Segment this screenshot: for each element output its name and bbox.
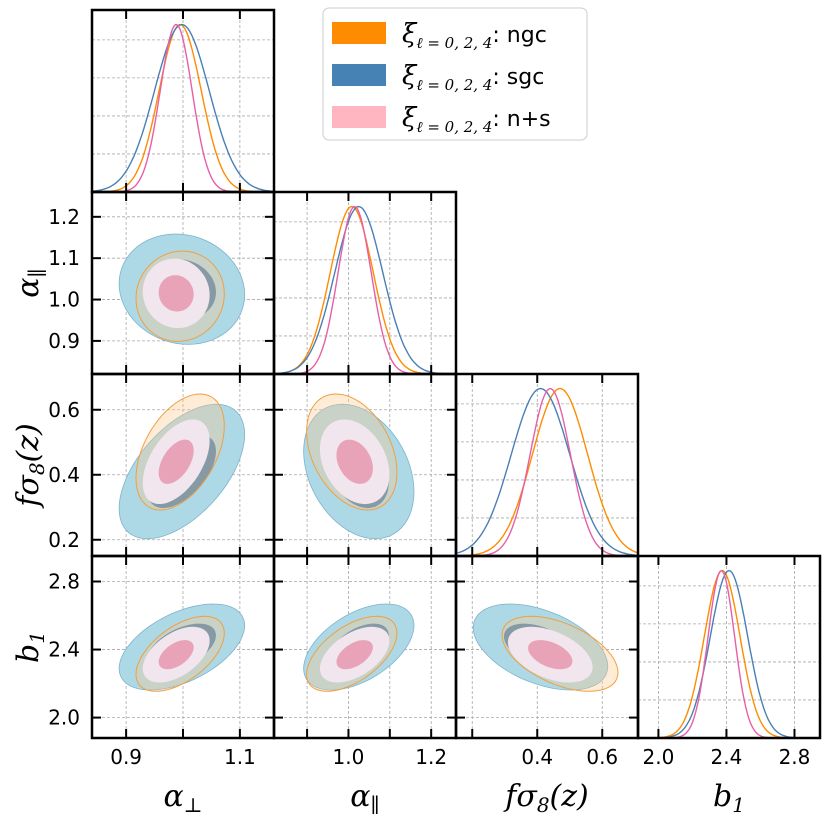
contour-ns-1sigma-aperp-apar (158, 275, 194, 312)
panel-apar-apar (272, 190, 458, 376)
contour-ns-1sigma-aperp-b1 (158, 640, 194, 670)
panel-fs8-b1 (454, 554, 640, 740)
panel-frame-1-1 (272, 190, 458, 376)
xtick-fs8-0: 0.4 (521, 745, 553, 769)
ytick-apar-3: 1.2 (48, 205, 80, 229)
panels: 0.9 1.0 1.1 1.2 0.2 0.4 0.6 2.0 2.4 2.8 0.9 1.1 1.0 1… (11, 8, 822, 817)
marginal-sgc-aperp (92, 23, 274, 192)
marginal-ngc-fs8 (456, 387, 638, 556)
panel-aperp-aperp (90, 8, 276, 194)
xtick-fs8-1: 0.6 (586, 745, 618, 769)
panel-aperp-apar (90, 190, 276, 376)
legend-swatch-n+s (332, 106, 386, 128)
ytick-fs8-2: 0.6 (48, 398, 80, 422)
ytick-fs8-0: 0.2 (48, 528, 80, 552)
contour-ns-1sigma-fs8-b1 (528, 640, 573, 670)
panel-apar-fs8 (272, 372, 458, 558)
ylabel-b1: b1 (11, 631, 49, 663)
xtick-b1-2: 2.8 (779, 745, 811, 769)
marginal-sgc-fs8 (456, 387, 638, 556)
panel-b1-b1 (636, 554, 822, 740)
ylabel-apar: α∥ (11, 268, 49, 298)
ytick-b1-1: 2.4 (48, 638, 80, 662)
xtick-b1-1: 2.4 (711, 745, 743, 769)
marginal-ngc-aperp (92, 23, 274, 192)
xtick-apar-1: 1.2 (415, 745, 447, 769)
ytick-b1-2: 2.8 (48, 570, 80, 594)
xtick-b1-0: 2.0 (643, 745, 675, 769)
ytick-fs8-1: 0.4 (48, 463, 80, 487)
panel-aperp-fs8 (90, 372, 276, 558)
legend-swatch-sgc (332, 64, 386, 86)
legend-label-sgc: ξℓ = 0, 2, 4: sgc (402, 61, 544, 94)
contour-ns-1sigma-apar-fs8 (336, 439, 373, 484)
marginal-sgc-apar (274, 205, 456, 374)
contour-ns-1sigma-aperp-fs8 (158, 439, 194, 484)
marginal-ngc-apar (274, 205, 456, 374)
xlabel-aperp: α⊥ (163, 779, 202, 817)
ytick-apar-0: 0.9 (48, 329, 80, 353)
legend-box (322, 7, 588, 141)
panel-fs8-fs8 (454, 372, 640, 558)
panel-aperp-b1 (90, 554, 276, 740)
xtick-aperp-0: 0.9 (110, 745, 142, 769)
legend-label-ngc: ξℓ = 0, 2, 4: ngc (402, 19, 547, 52)
ytick-apar-2: 1.1 (48, 246, 80, 270)
marginal-n+s-apar (274, 205, 456, 374)
ylabel-fs8: fσ8(z) (11, 423, 49, 509)
xlabel-apar: α∥ (350, 779, 380, 817)
marginal-n+s-b1 (638, 569, 820, 738)
panel-apar-b1 (272, 554, 458, 740)
legend: ξℓ = 0, 2, 4: ngc ξℓ = 0, 2, 4: sgc ξℓ = 0… (322, 7, 588, 141)
ytick-b1-0: 2.0 (48, 706, 80, 730)
xtick-aperp-1: 1.1 (224, 745, 256, 769)
xtick-apar-0: 1.0 (333, 745, 365, 769)
contour-ns-1sigma-apar-b1 (336, 640, 373, 670)
panel-frame-2-2 (454, 372, 640, 558)
ytick-apar-1: 1.0 (48, 288, 80, 312)
panel-frame-3-3 (636, 554, 822, 740)
legend-label-n+s: ξℓ = 0, 2, 4: n+s (402, 103, 551, 136)
xlabel-b1: b1 (713, 779, 745, 817)
xlabel-fs8: fσ8(z) (503, 779, 589, 817)
legend-swatch-ngc (332, 22, 386, 44)
